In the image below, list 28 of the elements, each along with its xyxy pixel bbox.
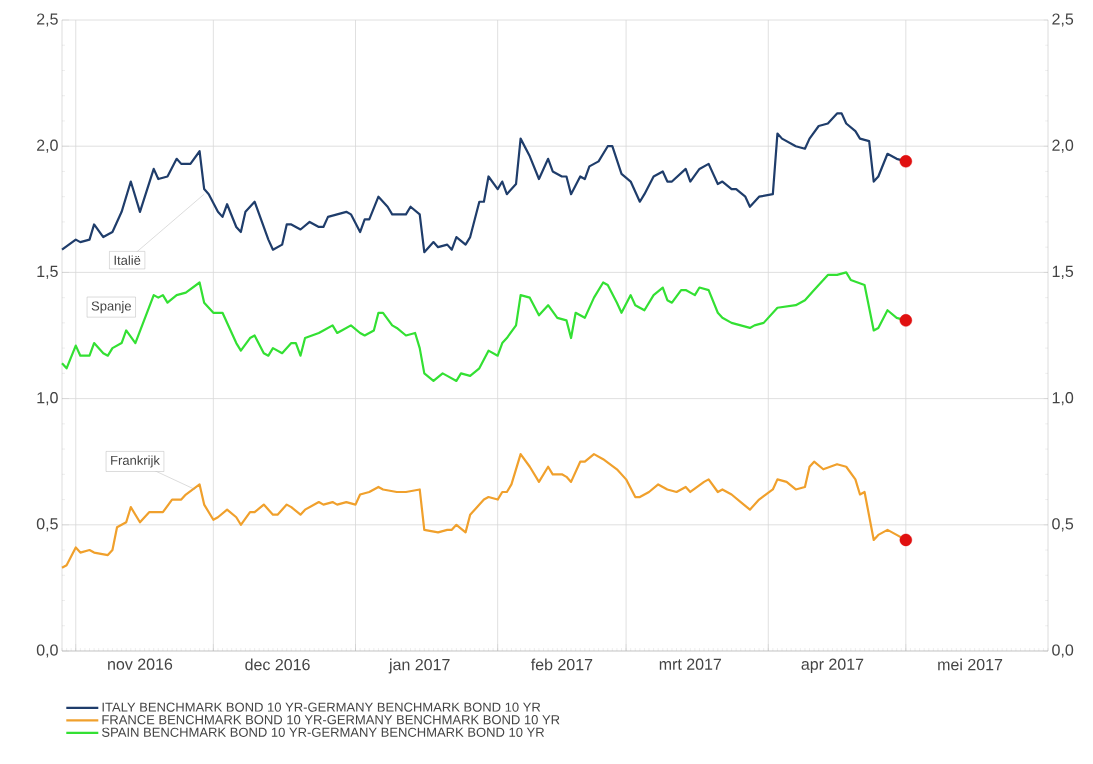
x-tick-label: dec 2016 [245,658,310,671]
point [899,314,913,327]
y-tick-label: 0,0 [36,644,58,658]
y2-tick-label: 1,0 [1052,392,1074,406]
x-tick-label: apr 2017 [801,658,864,674]
y2-tick-label: 0,0 [1052,644,1074,658]
legend-label: SPAIN BENCHMARK BOND 10 YR-GERMANY BENCHMARK BOND 10 YR [102,727,545,737]
y-tick-label: 1,5 [37,265,58,279]
x-tick-label: jan 2017 [388,658,450,674]
legend-label: FRANCE BENCHMARK BOND 10 YR-GERMANY BENCHMARK BOND 10 YR [102,715,560,725]
y2-tick-label: 0,5 [1052,518,1074,532]
y-tick-label: 1,0 [37,392,58,406]
annotation: Frankrijk [111,455,160,468]
y2-tick-label: 1,5 [1052,265,1074,279]
point [899,533,913,547]
x-tick-label: feb 2017 [530,658,593,671]
y-tick-label: 2,0 [37,139,58,153]
point [899,155,913,168]
x-tick-label: nov 2016 [108,658,173,670]
y2-tick-label: 2,5 [1052,13,1074,27]
y-tick-label: 2,5 [37,13,58,27]
x-tick-label: mei 2017 [938,658,1003,671]
y-tick-label: 0,5 [36,518,58,532]
annotation: Spanje [91,301,131,314]
legend-label: ITALY BENCHMARK BOND 10 YR-GERMANY BENCHMARK BOND 10 YR [102,702,541,712]
annotation: Italië [114,255,141,265]
x-tick-label: mrt 2017 [659,658,722,670]
y2-tick-label: 2,0 [1052,139,1074,153]
